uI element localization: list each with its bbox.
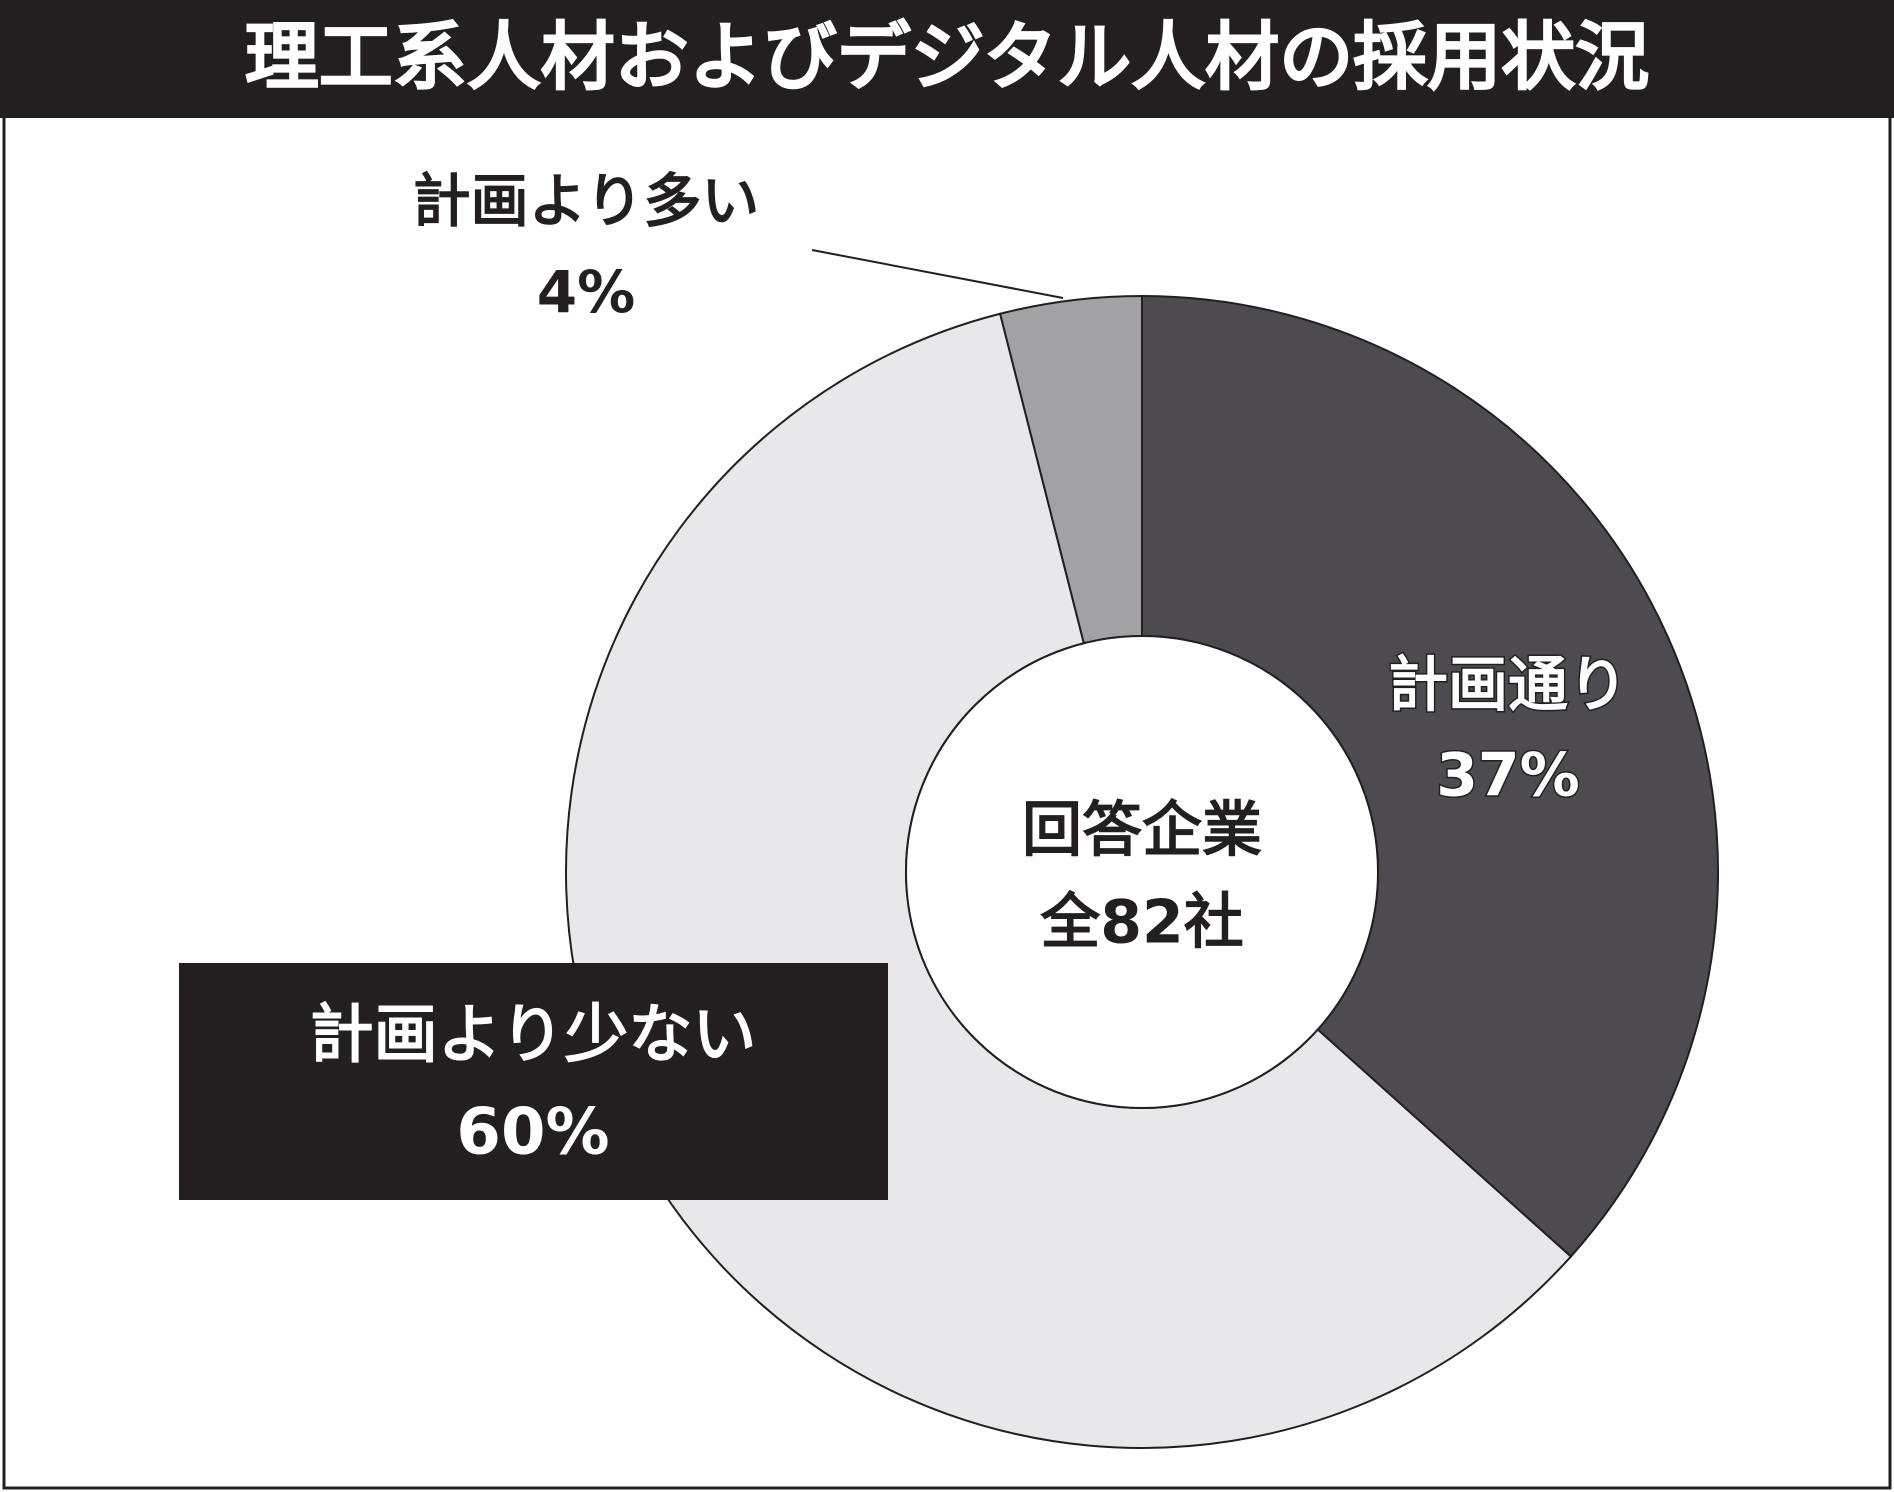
value-label: 60%	[456, 1096, 609, 1170]
slice-label: 計画より少ない	[310, 999, 757, 1073]
leader-line	[811, 249, 1064, 299]
slice-label: 計画通り	[1388, 651, 1628, 721]
slice-label: 計画より多い	[413, 167, 760, 235]
label-box	[179, 963, 888, 1200]
value-label: 37%	[1436, 741, 1580, 811]
value-label: 4%	[537, 258, 635, 326]
center-text: 全82社	[1039, 888, 1244, 958]
title-bar	[0, 0, 1894, 118]
chart-title: 理工系人材およびデジタル人材の採用状況	[245, 15, 1650, 101]
center-hole	[905, 635, 1379, 1109]
center-text: 回答企業	[1022, 796, 1262, 866]
